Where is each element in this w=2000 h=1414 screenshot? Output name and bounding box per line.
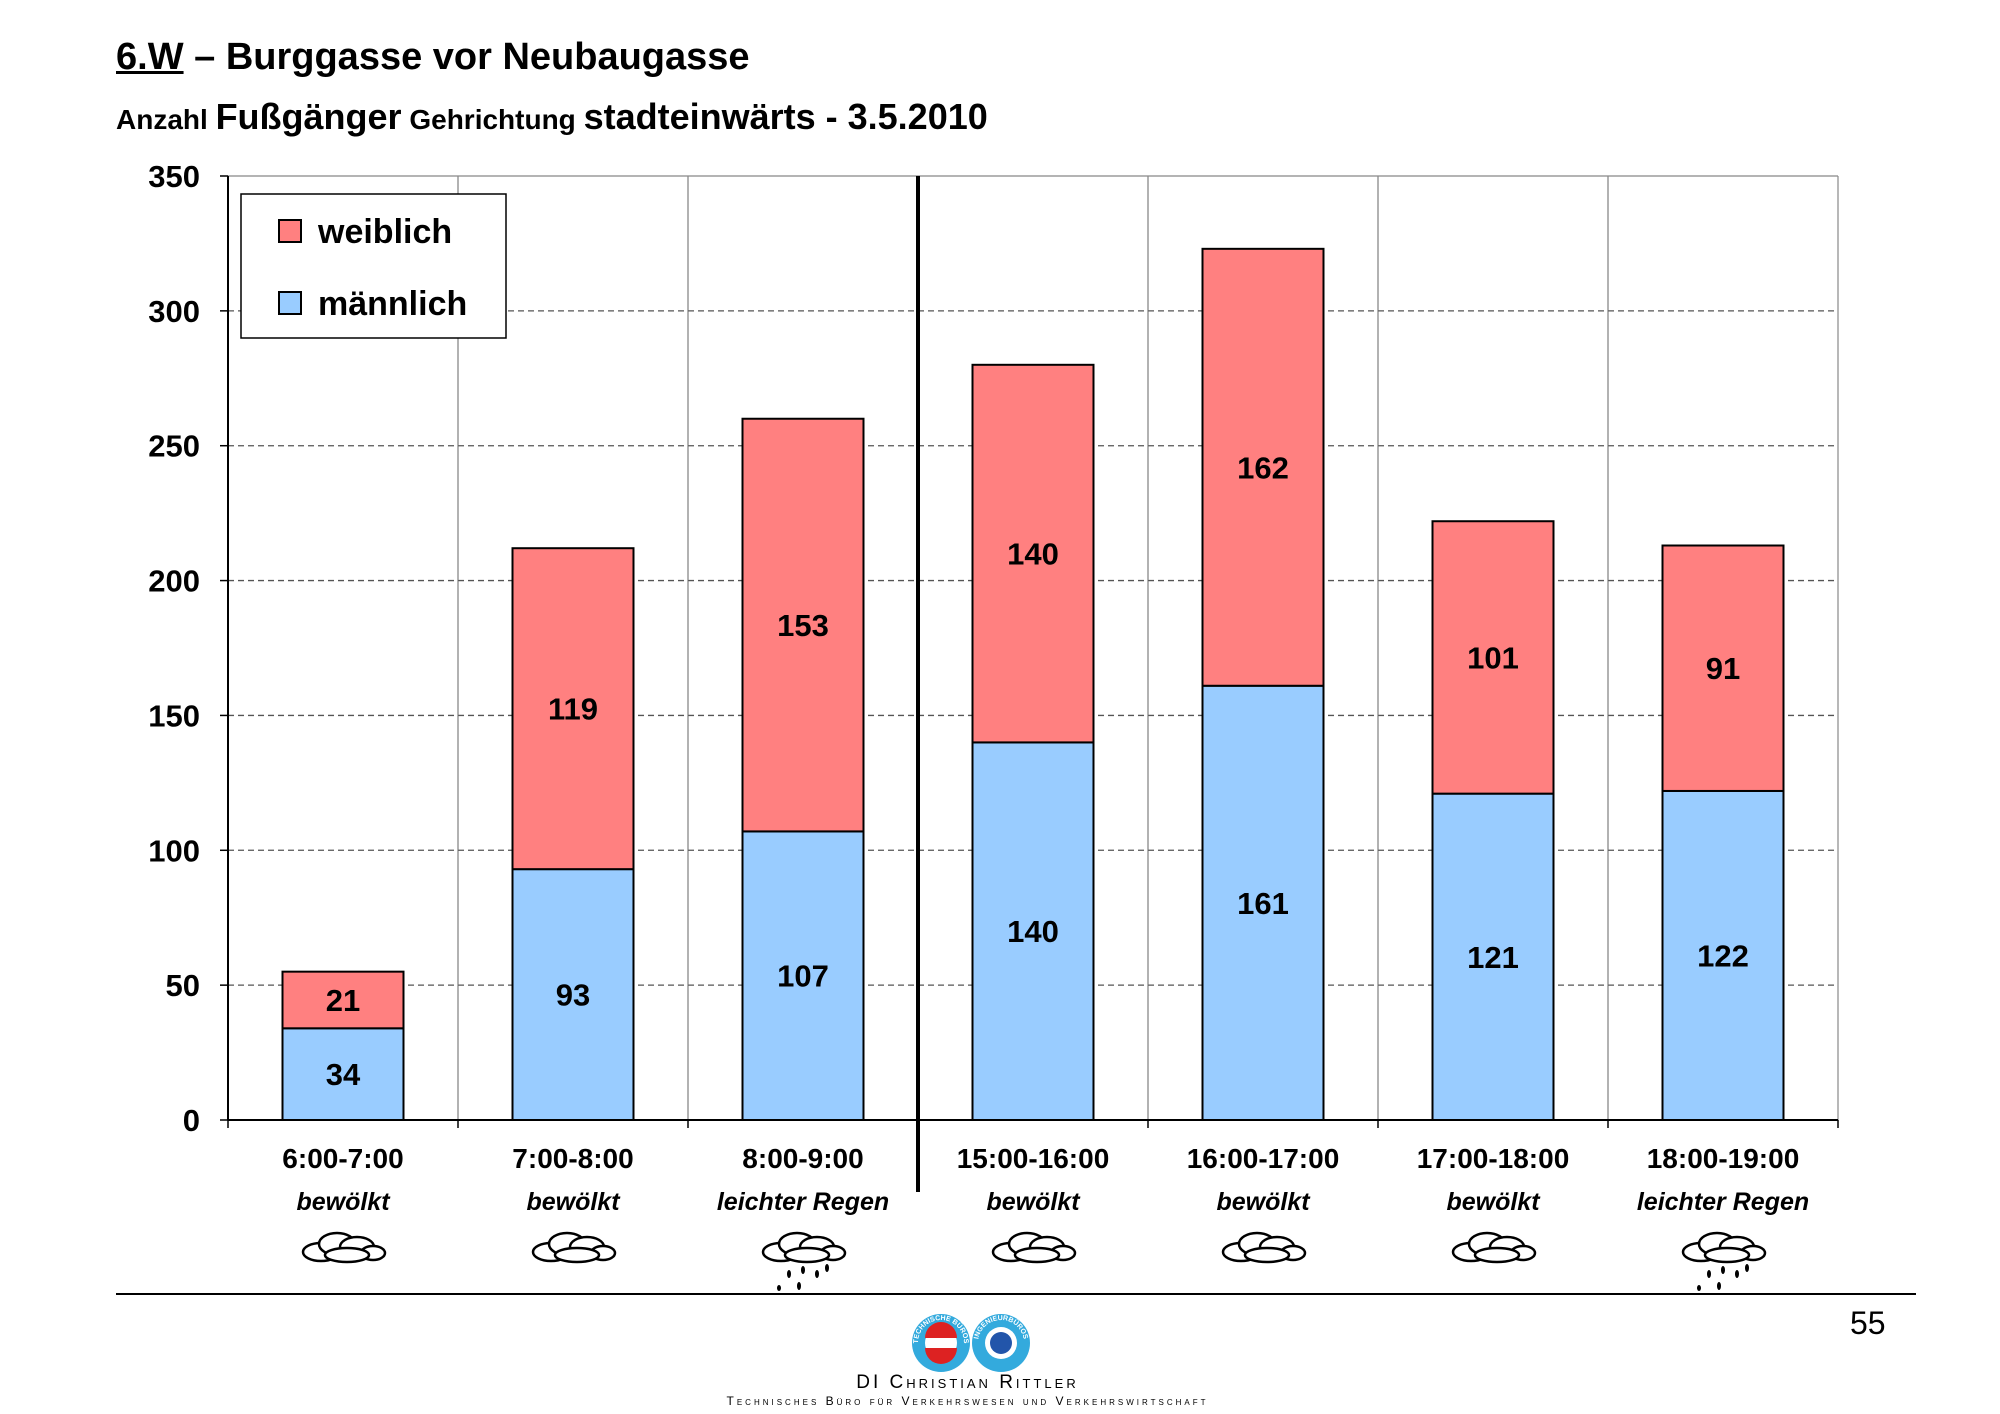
data-label: 121 xyxy=(1467,940,1519,975)
bar-maennlich xyxy=(281,1027,405,1121)
bar-weiblich xyxy=(1661,544,1785,792)
x-tick-label: 6:00-7:00 xyxy=(282,1143,403,1174)
title-dash: – xyxy=(183,36,226,78)
weather-label: bewölkt xyxy=(986,1188,1081,1216)
company-name: DI Christian Rittler xyxy=(856,1372,1079,1393)
data-label: 162 xyxy=(1237,450,1289,485)
x-tick-label: 15:00-16:00 xyxy=(957,1143,1110,1174)
data-label: 119 xyxy=(548,692,598,727)
footer-divider xyxy=(116,1293,1916,1295)
subtitle-part-1: Anzahl xyxy=(116,104,216,135)
weather-label: bewölkt xyxy=(1446,1188,1541,1216)
bar-weiblich xyxy=(1201,247,1325,687)
weather-label: bewölkt xyxy=(296,1188,391,1216)
legend-swatch-weiblich xyxy=(278,219,302,243)
x-tick-label: 16:00-17:00 xyxy=(1187,1143,1340,1174)
y-tick-label: 50 xyxy=(166,968,200,1003)
austria-flag-icon xyxy=(925,1322,957,1364)
bar-maennlich xyxy=(741,830,865,1121)
weather-label: leichter Regen xyxy=(1637,1188,1809,1216)
x-tick-label: 17:00-18:00 xyxy=(1417,1143,1570,1174)
data-label: 153 xyxy=(777,608,829,643)
data-label: 140 xyxy=(1007,914,1059,949)
cloud-icon xyxy=(1451,1231,1537,1264)
bar-weiblich xyxy=(281,970,405,1030)
rain-cloud-icon xyxy=(1681,1231,1767,1291)
bar-weiblich xyxy=(741,417,865,833)
bar-weiblich xyxy=(1431,520,1555,795)
y-tick-label: 250 xyxy=(148,429,200,464)
location-name: Burggasse vor Neubaugasse xyxy=(225,36,750,78)
cloud-icon xyxy=(531,1231,617,1264)
company-subtitle: Technisches Büro für Verkehrswesen und V… xyxy=(726,1394,1209,1408)
subtitle-part-4: stadteinwärts - 3.5.2010 xyxy=(583,96,988,137)
data-label: 107 xyxy=(777,959,829,994)
weather-label: leichter Regen xyxy=(717,1188,889,1216)
bar-weiblich xyxy=(971,363,1095,744)
x-tick-label: 8:00-9:00 xyxy=(742,1143,863,1174)
bar-maennlich xyxy=(971,741,1095,1122)
y-tick-label: 100 xyxy=(148,833,200,868)
x-tick-label: 18:00-19:00 xyxy=(1647,1143,1800,1174)
eu-stars-icon xyxy=(990,1332,1012,1354)
bar-weiblich xyxy=(511,547,635,871)
legend-label: weiblich xyxy=(317,213,452,251)
location-code: 6.W xyxy=(116,36,184,78)
y-tick-label: 0 xyxy=(183,1103,200,1138)
legend-label: männlich xyxy=(318,285,467,323)
x-tick-label: 7:00-8:00 xyxy=(512,1143,633,1174)
y-tick-label: 200 xyxy=(148,564,200,599)
cloud-icon xyxy=(301,1231,387,1264)
weather-label: bewölkt xyxy=(526,1188,621,1216)
y-tick-label: 300 xyxy=(148,294,200,329)
cloud-icon xyxy=(991,1231,1077,1264)
data-label: 34 xyxy=(326,1057,361,1092)
data-label: 21 xyxy=(326,983,360,1018)
data-label: 122 xyxy=(1697,938,1749,973)
legend-swatch-maennlich xyxy=(278,291,302,315)
bar-maennlich xyxy=(511,868,635,1121)
rain-cloud-icon xyxy=(761,1231,847,1291)
data-label: 93 xyxy=(556,978,590,1013)
data-label: 91 xyxy=(1706,651,1740,686)
stacked-bar-chart: 34 21 93 119 107 153 140 140 161 162 121 101 122 91 0 5… xyxy=(148,159,1839,1291)
page-title: 6.W – Burggasse vor Neubaugasse xyxy=(116,36,750,79)
y-tick-label: 150 xyxy=(148,698,200,733)
company-logo-icon: TECHNISCHE BÜROS INGENIEURBÜROS xyxy=(912,1314,1030,1372)
subtitle-part-3: Gehrichtung xyxy=(401,104,584,135)
page-number: 55 xyxy=(1850,1305,1886,1341)
data-label: 161 xyxy=(1237,886,1289,921)
subtitle-part-2: Fußgänger xyxy=(215,96,402,137)
weather-label: bewölkt xyxy=(1216,1188,1311,1216)
cloud-icon xyxy=(1221,1231,1307,1264)
data-label: 140 xyxy=(1007,537,1059,572)
bar-maennlich xyxy=(1431,792,1555,1121)
chart-subtitle: Anzahl Fußgänger Gehrichtung stadteinwär… xyxy=(116,96,988,138)
data-label: 101 xyxy=(1467,640,1519,675)
y-tick-label: 350 xyxy=(148,159,200,194)
